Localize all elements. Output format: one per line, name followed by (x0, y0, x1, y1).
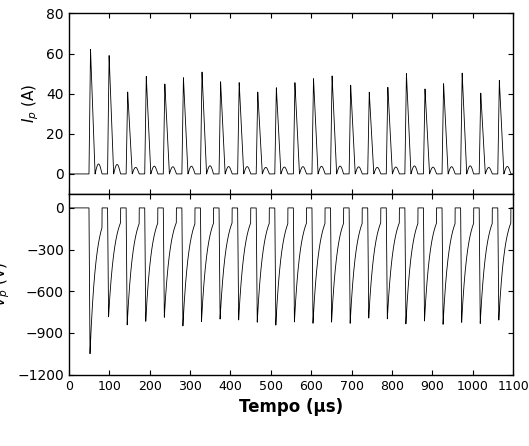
X-axis label: Tempo (μs): Tempo (μs) (239, 398, 343, 416)
Y-axis label: $I_p$ (A): $I_p$ (A) (20, 84, 41, 124)
Y-axis label: $V_p$ (V): $V_p$ (V) (0, 262, 12, 307)
